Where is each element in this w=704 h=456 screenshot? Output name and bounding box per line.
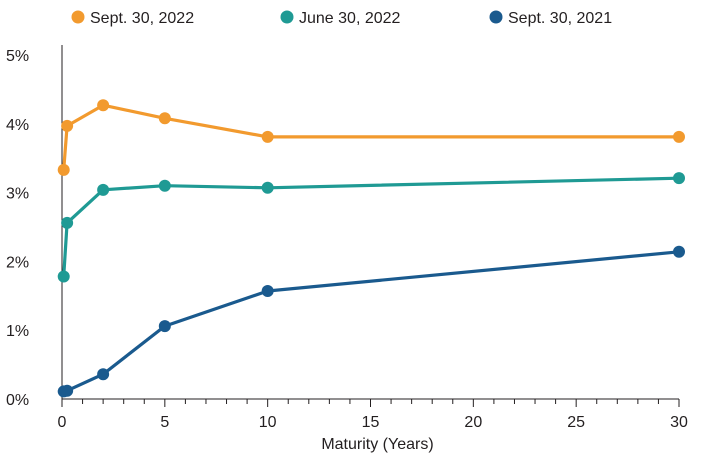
data-point	[97, 99, 109, 111]
data-point	[673, 246, 685, 258]
series-line	[64, 105, 679, 170]
data-point	[58, 271, 70, 283]
data-point	[262, 131, 274, 143]
data-point	[159, 180, 171, 192]
x-tick-label: 5	[160, 414, 169, 431]
data-point	[97, 184, 109, 196]
data-point	[58, 164, 70, 176]
y-tick-label: 5%	[6, 48, 29, 65]
legend-label: Sept. 30, 2022	[90, 10, 194, 27]
legend-label: Sept. 30, 2021	[508, 10, 612, 27]
x-tick-label: 25	[567, 414, 585, 431]
legend-item: Sept. 30, 2022	[72, 10, 195, 27]
data-point	[673, 172, 685, 184]
y-tick-label: 0%	[6, 392, 29, 409]
x-tick-label: 10	[259, 414, 277, 431]
x-tick-label: 15	[362, 414, 380, 431]
legend: Sept. 30, 2022 June 30, 2022 Sept. 30, 202…	[72, 10, 613, 27]
legend-marker	[490, 11, 503, 24]
series-line	[64, 252, 679, 392]
x-axis-title: Maturity (Years)	[321, 436, 433, 453]
data-point	[61, 120, 73, 132]
data-point	[97, 368, 109, 380]
y-tick-label: 3%	[6, 186, 29, 203]
x-tick-label: 20	[464, 414, 482, 431]
data-point	[61, 217, 73, 229]
data-point	[159, 320, 171, 332]
series-layer	[58, 99, 685, 397]
legend-item: June 30, 2022	[281, 10, 401, 27]
series-3	[58, 246, 685, 398]
y-tick-label: 2%	[6, 254, 29, 271]
data-point	[159, 112, 171, 124]
data-point	[673, 131, 685, 143]
data-point	[262, 285, 274, 297]
data-point	[61, 385, 73, 397]
legend-item: Sept. 30, 2021	[490, 10, 613, 27]
legend-marker	[72, 11, 85, 24]
x-tick-label: 30	[670, 414, 688, 431]
y-tick-label: 1%	[6, 323, 29, 340]
legend-marker	[281, 11, 294, 24]
series-2	[58, 172, 685, 282]
legend-label: June 30, 2022	[299, 10, 401, 27]
data-point	[262, 182, 274, 194]
x-tick-label: 0	[58, 414, 67, 431]
series-1	[58, 99, 685, 176]
y-tick-label: 4%	[6, 117, 29, 134]
